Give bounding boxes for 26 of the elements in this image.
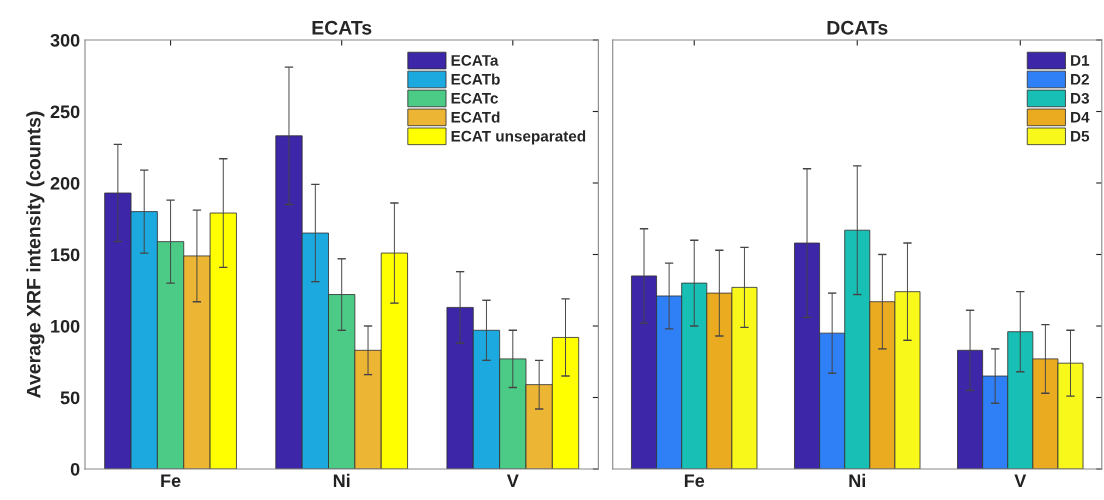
y-tick-label: 250 bbox=[50, 105, 80, 119]
x-tick-label: Fe bbox=[684, 474, 705, 488]
legend-label: ECAT unseparated bbox=[451, 130, 586, 145]
legend-label: D4 bbox=[1071, 111, 1090, 123]
y-tick-label: 300 bbox=[50, 33, 80, 47]
chart-title: ECATs bbox=[312, 20, 372, 35]
x-tick-label: V bbox=[506, 474, 519, 487]
x-tick-label: Fe bbox=[161, 474, 181, 488]
legend-label: D2 bbox=[1071, 73, 1089, 85]
legend-label: D5 bbox=[1071, 130, 1090, 142]
legend-label: D1 bbox=[1071, 55, 1090, 66]
y-tick-label: 100 bbox=[51, 319, 80, 333]
legend-label: ECATc bbox=[451, 92, 498, 104]
y-tick-label: 0 bbox=[70, 462, 80, 476]
y-tick-label: 50 bbox=[60, 391, 80, 405]
legend-label: ECATa bbox=[451, 55, 499, 66]
legend-label: ECATb bbox=[451, 73, 500, 85]
chart-title: DCATs bbox=[827, 20, 888, 35]
y-tick-label: 150 bbox=[51, 248, 80, 262]
y-axis-title: Average XRF intensity (counts) bbox=[26, 111, 45, 398]
y-tick-label: 200 bbox=[50, 176, 80, 190]
x-tick-label: V bbox=[1014, 474, 1027, 487]
x-tick-label: Ni bbox=[849, 473, 866, 487]
legend-label: ECATd bbox=[451, 111, 500, 123]
x-tick-label: Ni bbox=[333, 473, 350, 487]
legend-label: D3 bbox=[1071, 92, 1090, 104]
